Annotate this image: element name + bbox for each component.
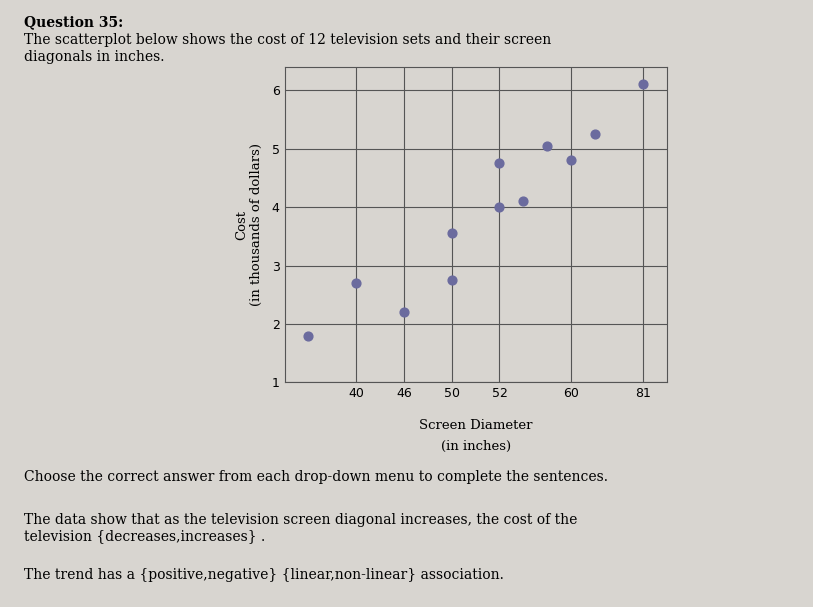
Text: (in inches): (in inches) [441,440,511,453]
Point [446,228,459,238]
Text: The trend has a {positive,negative} {linear,non-linear} association.: The trend has a {positive,negative} {lin… [24,568,504,582]
Point [446,275,459,285]
Point [398,307,411,317]
Text: The scatterplot below shows the cost of 12 television sets and their screen
diag: The scatterplot below shows the cost of … [24,33,552,64]
Text: The data show that as the television screen diagonal increases, the cost of the
: The data show that as the television scr… [24,513,578,543]
Point [589,129,602,139]
Text: Question 35:: Question 35: [24,15,124,29]
Point [564,155,577,165]
Y-axis label: Cost
(in thousands of dollars): Cost (in thousands of dollars) [235,143,263,306]
Point [517,196,530,206]
Point [541,141,554,151]
Text: Choose the correct answer from each drop-down menu to complete the sentences.: Choose the correct answer from each drop… [24,470,608,484]
Point [350,278,363,288]
Point [302,331,315,341]
Point [493,158,506,168]
Point [493,202,506,212]
Point [637,80,650,89]
Text: Screen Diameter: Screen Diameter [419,419,533,432]
